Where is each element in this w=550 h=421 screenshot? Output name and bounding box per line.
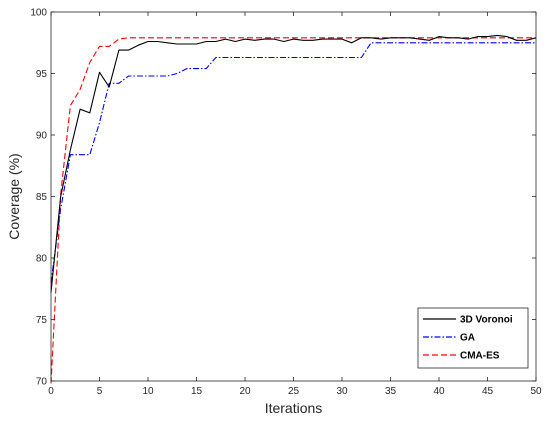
x-tick-label: 10: [142, 386, 154, 397]
y-axis-title: Coverage (%): [6, 153, 22, 239]
y-tick-label: 95: [36, 69, 48, 80]
x-tick-label: 20: [239, 386, 251, 397]
x-tick-label: 45: [482, 386, 494, 397]
legend-label: GA: [460, 333, 475, 344]
x-axis-title: Iterations: [265, 400, 323, 416]
series-layer: [50, 34, 537, 384]
y-tick-label: 80: [36, 254, 48, 265]
ticks-layer: 0 5 10 15 20 25 30 35 40 45 50 70 75 80 85 90 95 100: [30, 8, 542, 398]
y-tick-label: 70: [36, 377, 48, 388]
series-line-3d-voronoi: [50, 34, 537, 293]
x-tick-label: 35: [385, 386, 397, 397]
series-line-ga: [50, 42, 536, 283]
legend-label: 3D Voronoi: [460, 315, 513, 326]
x-tick-label: 50: [530, 386, 542, 397]
y-tick-label: 100: [30, 8, 47, 19]
x-tick-label: 30: [336, 386, 348, 397]
y-tick-label: 90: [36, 131, 48, 142]
x-tick-label: 25: [288, 386, 300, 397]
x-tick-label: 15: [191, 386, 203, 397]
legend-label: CMA-ES: [460, 351, 500, 362]
x-tick-label: 40: [433, 386, 445, 397]
x-tick-label: 5: [97, 386, 103, 397]
x-tick-label: 0: [48, 386, 54, 397]
y-tick-label: 75: [36, 315, 48, 326]
legend-box: [417, 307, 529, 369]
y-tick-label: 85: [36, 192, 48, 203]
legend: 3D Voronoi GA CMA-ES: [417, 307, 529, 369]
